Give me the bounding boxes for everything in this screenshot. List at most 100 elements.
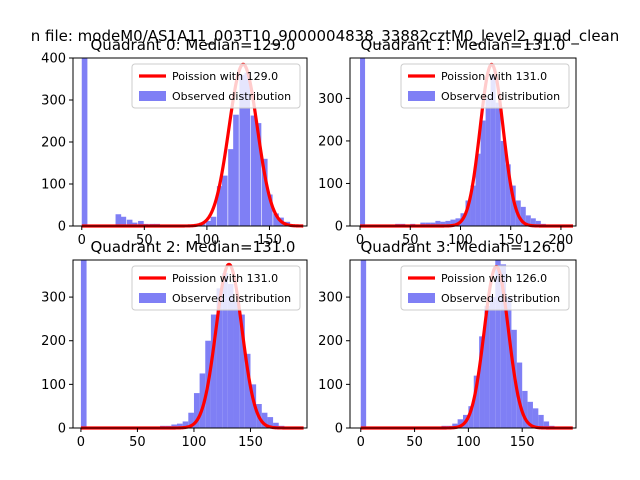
y-tick-label: 0 xyxy=(58,422,66,437)
y-tick-label: 200 xyxy=(41,334,66,349)
legend-label-observed: Observed distribution xyxy=(172,292,291,305)
histogram-bar xyxy=(216,186,223,226)
histogram-bar xyxy=(120,216,127,226)
x-tick-label: 150 xyxy=(238,435,263,450)
legend-box xyxy=(131,63,301,109)
histogram-bar xyxy=(233,301,240,428)
histogram-bar xyxy=(250,115,257,226)
histogram-bar xyxy=(193,393,200,428)
histogram-bar xyxy=(222,273,228,428)
y-tick-label: 200 xyxy=(318,134,343,149)
histogram-bar xyxy=(115,214,122,226)
x-tick-label: 50 xyxy=(406,435,423,450)
histogram-bar xyxy=(81,58,88,226)
x-tick-label: 200 xyxy=(549,233,574,248)
histogram-bar xyxy=(261,158,268,226)
y-tick-label: 300 xyxy=(318,92,343,107)
y-tick-label: 100 xyxy=(41,178,66,193)
y-tick-label: 300 xyxy=(41,94,66,109)
x-tick-label: 150 xyxy=(498,233,523,248)
histogram-bar xyxy=(210,216,217,226)
legend-label-observed: Observed distribution xyxy=(172,90,291,103)
histogram-bar xyxy=(420,222,426,226)
subplot-quadrant-3: 0 100 200 300 0 50 100 150 Poission with 126.0 Ob… xyxy=(318,238,577,450)
y-tick-label: 300 xyxy=(41,291,66,306)
x-tick-label: 100 xyxy=(456,435,481,450)
histogram-bar xyxy=(250,384,257,428)
histogram-bar xyxy=(360,58,366,226)
histogram-bar xyxy=(244,353,251,428)
y-tick-label: 0 xyxy=(335,422,343,437)
histogram-bar xyxy=(532,408,539,428)
x-tick-label: 50 xyxy=(129,435,146,450)
histogram-bar xyxy=(266,194,273,226)
y-tick-label: 300 xyxy=(318,291,343,306)
legend-bar-swatch xyxy=(408,91,435,101)
histogram-bar xyxy=(244,72,251,226)
subplot-quadrant-1: 0 100 200 300 0 50 100 150 200 Poission with 131.… xyxy=(318,36,577,248)
legend-label-fit: Poission with 131.0 xyxy=(441,70,547,83)
histogram-bar xyxy=(495,260,501,428)
legend-box xyxy=(400,265,570,311)
histogram-bar xyxy=(255,123,262,226)
legend-label-fit: Poission with 129.0 xyxy=(172,70,278,83)
histogram-bar xyxy=(450,219,456,226)
histogram-bar xyxy=(445,220,451,226)
subplot-title: Quadrant 0: Median=129.0 xyxy=(91,36,296,54)
histogram-bar xyxy=(182,421,189,428)
histogram-bar xyxy=(495,102,501,226)
x-tick-label: 100 xyxy=(194,233,219,248)
legend-bar-swatch xyxy=(408,293,435,303)
histogram-bar xyxy=(221,175,228,226)
histogram-bar xyxy=(485,98,491,226)
y-tick-label: 200 xyxy=(318,334,343,349)
subplot-quadrant-0: 0 100 200 300 400 0 50 100 150 Poission with 129.… xyxy=(41,36,308,248)
histogram-bar xyxy=(475,153,481,226)
histogram-bar xyxy=(440,221,446,226)
x-tick-label: 100 xyxy=(182,435,207,450)
subplot-title: Quadrant 3: Median=126.0 xyxy=(361,238,566,256)
histogram-bar xyxy=(430,222,436,226)
subplot-title: Quadrant 2: Median=131.0 xyxy=(91,238,296,256)
x-tick-label: 0 xyxy=(77,435,85,450)
histogram-bar xyxy=(479,336,485,428)
legend-label-fit: Poission with 131.0 xyxy=(172,272,278,285)
histogram-bar xyxy=(216,288,223,428)
histogram-bar xyxy=(360,260,367,428)
histogram-bar xyxy=(267,417,274,428)
histogram-bar xyxy=(261,412,268,428)
histogram-bar xyxy=(233,114,239,226)
histogram-bar xyxy=(500,264,507,428)
legend-box xyxy=(400,63,570,109)
x-tick-label: 100 xyxy=(448,233,473,248)
x-tick-label: 150 xyxy=(257,233,282,248)
x-tick-label: 50 xyxy=(402,233,419,248)
histogram-bar xyxy=(480,120,486,226)
histogram-bar xyxy=(465,200,471,226)
histogram-bar xyxy=(425,222,431,226)
histogram-bar xyxy=(435,220,441,226)
histogram-bar xyxy=(210,314,217,428)
histogram-bar xyxy=(543,421,550,428)
histogram-bar xyxy=(468,406,474,428)
histogram-bar xyxy=(490,75,496,226)
histogram-bar xyxy=(522,390,528,428)
histogram-bar xyxy=(239,74,246,226)
axes-frame xyxy=(72,259,308,429)
y-tick-label: 0 xyxy=(58,220,66,235)
y-tick-label: 100 xyxy=(318,378,343,393)
subplot-title: Quadrant 1: Median=131.0 xyxy=(361,36,566,54)
legend-box xyxy=(131,265,301,311)
histogram-bar xyxy=(273,213,279,226)
x-tick-label: 50 xyxy=(136,233,153,248)
histogram-bar xyxy=(489,297,496,428)
histogram-bar xyxy=(505,164,511,226)
histogram-bar xyxy=(228,149,234,226)
histogram-bar xyxy=(535,220,541,226)
x-tick-label: 0 xyxy=(356,233,364,248)
figure-suptitle: n file: modeM0/AS1A11_003T10_9000004838_… xyxy=(31,27,620,46)
histogram-bar xyxy=(457,419,463,428)
axes-frame xyxy=(349,57,577,227)
x-tick-label: 0 xyxy=(78,233,86,248)
